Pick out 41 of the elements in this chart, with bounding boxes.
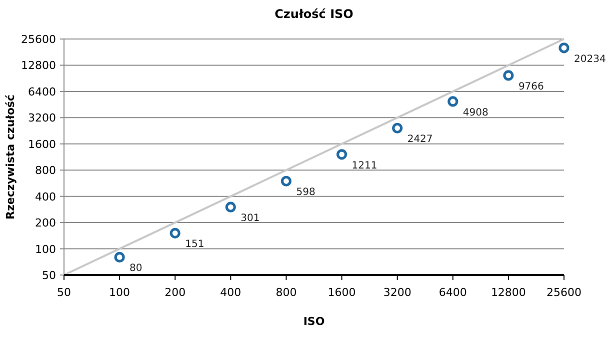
point (114, 252, 125, 263)
point (225, 202, 236, 212)
data-label: 151 (185, 239, 204, 250)
x-tick-label: 800 (276, 286, 297, 299)
x-axis-title: ISO (303, 315, 325, 328)
x-tick-label: 3200 (383, 286, 412, 299)
y-tick-label: 50 (42, 269, 56, 282)
y-axis-title: Rzeczywista czułość (4, 94, 17, 220)
x-tick-label: 200 (164, 286, 186, 299)
data-label: 9766 (518, 81, 544, 92)
y-tick-label: 400 (35, 190, 56, 204)
point (392, 122, 403, 134)
data-label: 598 (296, 187, 316, 198)
x-tick-label: 400 (220, 286, 242, 299)
x-tick-label: 100 (109, 286, 130, 299)
y-tick-label: 12800 (21, 59, 56, 72)
point (280, 176, 292, 186)
y-tick-label: 800 (35, 164, 56, 178)
data-label: 80 (130, 263, 142, 274)
y-tick-label: 6400 (28, 85, 56, 98)
point (336, 149, 348, 160)
y-tick-label: 200 (35, 216, 56, 230)
chart-title: Czułość ISO (274, 7, 354, 21)
y-tick-label: 25600 (21, 33, 56, 46)
point (558, 42, 570, 54)
y-tick-label: 100 (35, 242, 56, 256)
data-label: 301 (240, 213, 260, 224)
y-tick-label: 1600 (28, 138, 56, 151)
data-label: 2427 (407, 134, 433, 146)
point (170, 228, 180, 238)
data-label: 1211 (352, 160, 378, 172)
data-label: 4908 (462, 107, 488, 118)
x-tick-label: 6400 (438, 286, 467, 299)
x-tick-label: 50 (57, 286, 71, 299)
y-tick-label: 3200 (28, 112, 56, 125)
x-tick-label: 12800 (490, 286, 526, 299)
point (503, 70, 514, 81)
x-tick-label: 1600 (328, 286, 356, 299)
x-tick-label: 25600 (546, 286, 582, 299)
point (448, 96, 458, 107)
data-label: 20234 (574, 54, 606, 65)
